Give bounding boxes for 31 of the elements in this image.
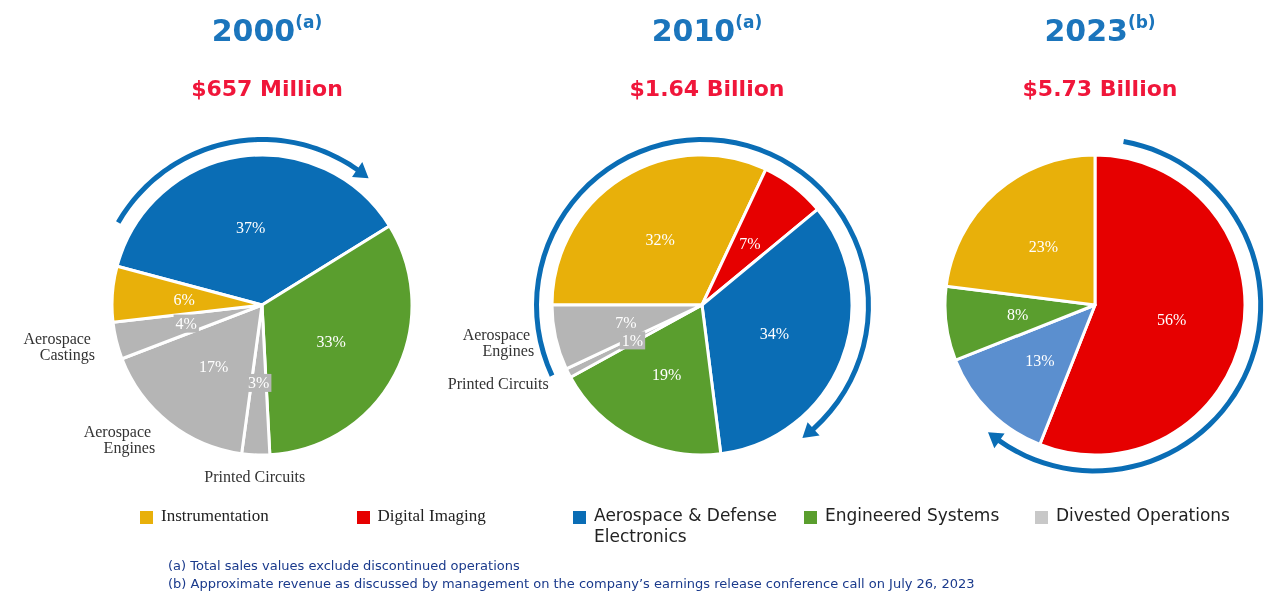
category-label: Engineered Systems — [825, 505, 1000, 526]
data-label: 13% — [1025, 351, 1055, 369]
slice-label: Printed Circuits — [204, 468, 306, 486]
category-label: Divested Operations — [1056, 505, 1230, 526]
slice-label: Printed Circuits — [447, 374, 549, 392]
data-label: 37% — [235, 219, 266, 237]
data-label: 23% — [1028, 237, 1059, 255]
category-label: Aerospace & Defense Electronics — [594, 505, 778, 547]
data-label: 32% — [645, 230, 675, 248]
data-label: 8% — [1006, 306, 1029, 324]
chart-subtitle: $657 Million — [191, 75, 343, 101]
data-label: 17% — [198, 357, 229, 375]
data-label: 7% — [615, 313, 637, 331]
data-label: 3% — [248, 374, 270, 392]
data-label: 7% — [739, 234, 761, 252]
text: (a) Total sales values exclude discontinued operations — [168, 557, 521, 575]
data-label: 1% — [621, 331, 644, 349]
slice-label: Aerospace Castings — [23, 329, 95, 364]
data-label: 56% — [1156, 311, 1187, 329]
chart-subtitle: $5.73 Billion — [1022, 75, 1178, 101]
data-label: 34% — [759, 325, 790, 343]
slice-label: Aerospace Engines — [83, 423, 156, 458]
slice-label: Aerospace Engines — [462, 326, 535, 361]
data-label: 6% — [173, 290, 195, 308]
chart-subtitle: $1.64 Billion — [629, 75, 785, 101]
text: (b) Approximate revenue as discussed by management on the company’s earnings release conference call on July 26, 2023 — [168, 575, 976, 593]
data-label: 19% — [651, 366, 682, 383]
data-label: 33% — [316, 332, 346, 350]
data-label: 4% — [175, 315, 197, 333]
category-label: Instrumentation — [161, 505, 269, 526]
category-label: Digital Imaging — [377, 505, 486, 526]
